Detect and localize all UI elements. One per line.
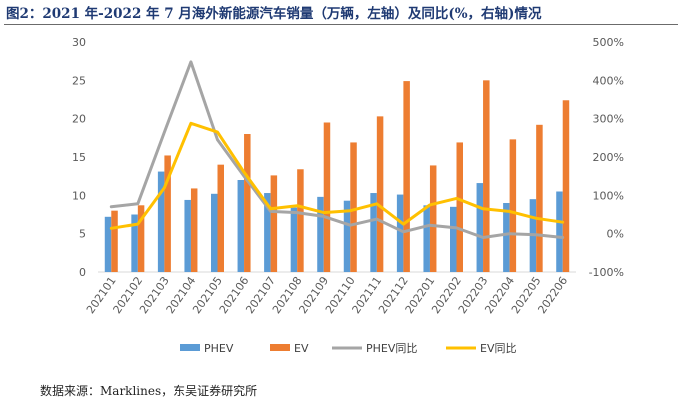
left-axis-tick-label: 20 [72,113,86,126]
right-axis-tick-label: 400% [593,74,624,87]
right-axis-tick-label: -100% [589,266,624,279]
bar-ev-202103 [164,155,171,272]
bar-phev-202105 [211,193,218,272]
line-ev-yoy [109,121,565,230]
bar-phev-202204 [503,203,510,272]
left-axis-tick-label: 30 [72,36,86,49]
bar-phev-202111 [370,193,377,272]
sales-chart: 0 5 10 15 20 25 30 -100% 0% 100% 200% 300% 400% 500%… [72,36,624,355]
legend-label: EV同比 [480,342,516,355]
title-divider [4,24,678,25]
figure-title: 图2：2021 年-2022 年 7 月海外新能源汽车销量（万辆，左轴）及同比(… [6,6,542,22]
legend-swatch-ev [270,344,290,351]
bar-phev-202110 [343,200,351,272]
bar-phev-202201 [423,205,430,272]
bar-ev-202101 [111,210,118,272]
right-axis-tick-label: 300% [593,113,624,126]
left-axis-tick-label: 0 [79,266,86,279]
bar-phev-202109 [317,196,324,272]
right-axis-ticks: -100% 0% 100% 200% 300% 400% 500% [589,36,624,279]
right-axis-tick-label: 100% [593,189,624,202]
bar-ev-202204 [509,139,517,272]
bar-phev-202108 [290,207,298,272]
right-axis-tick-label: 200% [593,151,624,164]
bar-phev-202104 [184,199,191,272]
chart-legend: PHEV EV PHEV同比 EV同比 [180,342,516,355]
bar-ev-202105 [217,164,224,272]
bar-phev-202106 [237,180,245,272]
left-axis-ticks: 0 5 10 15 20 25 30 [72,36,86,279]
bar-ev-202202 [456,142,463,272]
bar-phev-202112 [396,194,404,272]
line-series [109,60,565,239]
line-phev-yoy [109,60,565,239]
bar-phev-202206 [556,191,563,272]
left-axis-tick-label: 25 [72,74,86,87]
bar-phev-202102 [131,214,138,272]
right-axis-tick-label: 0% [607,228,624,241]
bar-ev-202108 [297,169,304,272]
bar-ev-202104 [190,188,198,272]
bar-ev-202203 [483,80,490,272]
bar-ev-202201 [429,165,437,272]
bar-phev-202103 [157,171,165,272]
legend-label: PHEV [204,342,234,355]
right-axis-tick-label: 500% [593,36,624,49]
bar-ev-202106 [244,134,251,272]
left-axis-tick-label: 5 [79,228,86,241]
left-axis-tick-label: 15 [72,151,86,164]
bar-ev-202112 [403,81,410,272]
bar-series [104,80,570,273]
bar-phev-202202 [450,206,457,272]
bar-ev-202102 [137,205,145,272]
bar-ev-202109 [323,122,331,272]
bar-phev-202203 [476,183,484,272]
source-note: 数据来源：Marklines，东吴证券研究所 [40,384,258,398]
x-axis-ticks: 2021012021022021032021042021052021062021… [84,274,570,316]
legend-swatch-phev [180,344,200,351]
bar-phev-202107 [264,193,271,272]
bar-ev-202110 [350,142,357,272]
bar-ev-202205 [536,124,543,272]
bar-ev-202111 [376,116,384,272]
legend-label: PHEV同比 [366,342,417,355]
bar-ev-202206 [562,100,570,273]
bar-ev-202107 [270,175,278,272]
left-axis-tick-label: 10 [72,189,86,202]
bar-phev-202101 [104,216,112,272]
legend-label: EV [294,342,309,355]
